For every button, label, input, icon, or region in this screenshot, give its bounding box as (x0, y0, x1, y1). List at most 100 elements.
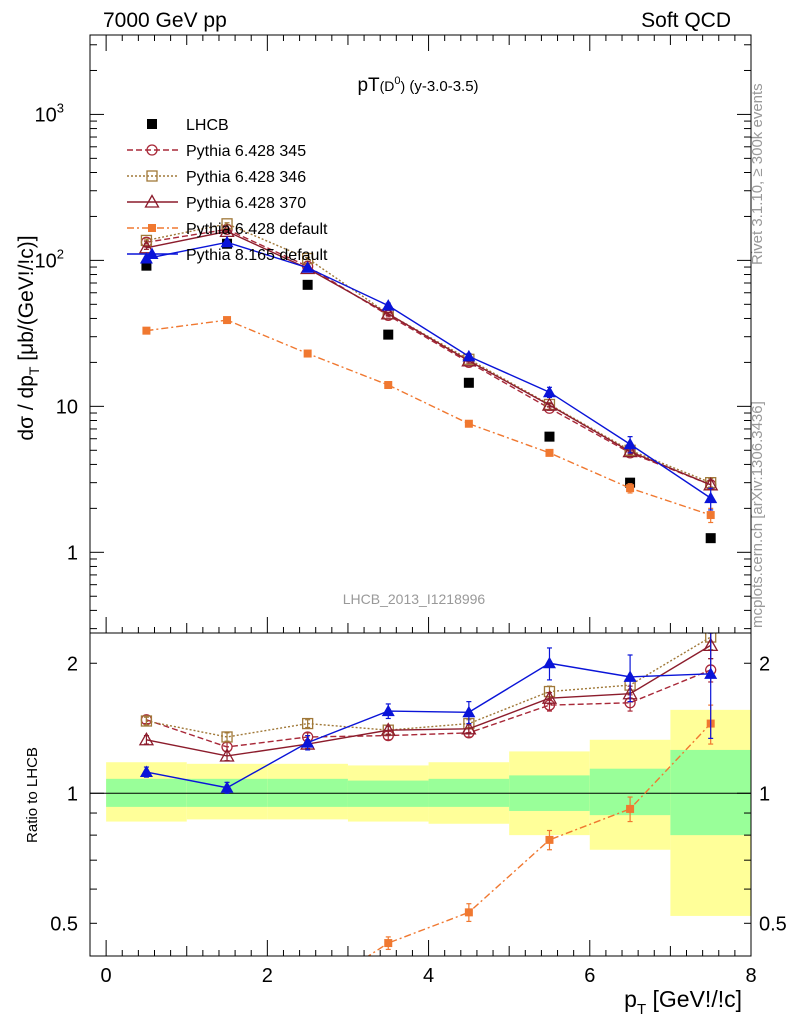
series-5-main-point-5 (542, 385, 556, 398)
series-2-ratio-line (146, 636, 712, 738)
main-tick-label: 102 (35, 246, 64, 272)
series-4-main-point-7 (706, 511, 715, 520)
main-y-label-part3: [μb/(GeV!/!c)] (15, 235, 38, 366)
legend-label-0: LHCB (186, 117, 229, 134)
plot-title-range: (y-3.0-3.5) (405, 78, 478, 95)
x-label-main: p (624, 986, 637, 1012)
series-4-ratio-point-5 (545, 835, 554, 844)
series-5-main-point-6 (623, 437, 637, 450)
series-4-main-point-6 (626, 484, 635, 493)
rivet-label: Rivet 3.1.10, ≥ 300k events (749, 83, 766, 265)
series-2-main-line (146, 223, 711, 484)
series-4-main-point-2 (303, 349, 312, 358)
series-3-ratio-point-4 (461, 721, 477, 735)
legend-label-4: Pythia 6.428 default (186, 221, 328, 238)
legend-label-2: Pythia 6.428 346 (186, 169, 306, 186)
series-2-ratio-point-2 (301, 717, 314, 730)
series-5-main-point-3 (381, 299, 395, 311)
x-tick-label: 8 (745, 965, 756, 987)
ratio-tick-label: 2 (67, 653, 78, 675)
ratio-tick-label-right: 2 (759, 653, 770, 675)
header-left: 7000 GeV pp (103, 9, 227, 32)
series-0-main-point-0 (141, 260, 152, 271)
series-2-ratio-point-0 (140, 715, 153, 727)
series-3-main-point-5 (541, 397, 558, 411)
ratio-tick-label-right: 0.5 (759, 913, 786, 935)
legend-marker-1 (146, 144, 158, 156)
series-1-ratio-line (146, 669, 711, 748)
main-plot (138, 218, 719, 544)
mcplots-label: mcplots.cern.ch [arXiv:1306.3436] (749, 401, 766, 628)
header-right: Soft QCD (641, 9, 731, 32)
series-4-main-line (146, 319, 711, 516)
series-0-main-point-3 (383, 329, 394, 340)
series-5-ratio-point-6 (623, 670, 637, 682)
main-tick-label-sup: 3 (57, 100, 64, 115)
main-y-label-sub: T (26, 366, 42, 375)
ratio-uncertainty-bands (90, 709, 751, 916)
legend-marker-5 (145, 247, 159, 259)
legend-marker-2 (146, 170, 158, 182)
series-2-main-point-1 (221, 218, 233, 230)
ratio-tick-label-right: 1 (759, 783, 770, 805)
ratio-plot (138, 633, 719, 1023)
ratio-tick-label: 1 (67, 783, 78, 805)
ratio-y-axis-label: Ratio to LHCB (24, 747, 41, 843)
analysis-id: LHCB_2013_I1218996 (343, 591, 486, 607)
series-4-main-point-3 (384, 381, 393, 390)
series-4-ratio-point-6 (626, 804, 635, 813)
main-tick-label-base: 10 (35, 104, 57, 126)
legend: LHCB Pythia 6.428 345 Pythia 6.428 346 Pyth… (127, 117, 328, 264)
series-3-ratio-point-1 (219, 748, 235, 762)
series-3-main-point-6 (622, 443, 638, 458)
series-4-ratio-point-1 (223, 1015, 231, 1023)
plot-title-close: ) (401, 78, 406, 94)
series-0-main-point-2 (302, 279, 313, 290)
series-0-main-point-4 (463, 377, 474, 388)
series-4-main-point-4 (464, 419, 473, 428)
main-tick-label: 103 (35, 100, 64, 126)
series-4-main-point-0 (142, 326, 151, 335)
x-label-sub: T (637, 1001, 646, 1018)
series-3-main-line (146, 230, 711, 486)
series-5-main-point-2 (301, 261, 315, 273)
series-4-main-point-5 (545, 448, 554, 457)
main-tick-label-base: 10 (35, 250, 57, 272)
plot-title-sup: 0 (394, 75, 400, 87)
main-tick-label: 10 (56, 396, 78, 418)
series-5-ratio-point-3 (381, 704, 395, 717)
series-5-ratio-line (146, 662, 711, 789)
series-5-ratio-point-1 (220, 781, 234, 793)
ratio-plot-frame (89, 632, 752, 957)
x-tick-label: 6 (584, 965, 595, 987)
main-tick-label: 1 (67, 542, 78, 564)
series-5-main-point-7 (704, 491, 718, 504)
series-4-ratio-point-2 (304, 992, 312, 1000)
series-4-ratio-point-4 (464, 908, 473, 917)
series-2-ratio-point-1 (221, 731, 233, 743)
series-4-ratio-line (367, 723, 712, 956)
legend-marker-0 (147, 119, 157, 129)
ratio-band-green (670, 749, 751, 836)
x-label-unit: [GeV!/!c] (646, 986, 742, 1012)
plot-title-main: pT (357, 75, 380, 96)
series-0-main-point-6 (625, 477, 636, 488)
series-0-main-point-7 (705, 533, 716, 544)
x-tick-label: 2 (262, 965, 273, 987)
series-5-ratio-point-7 (704, 667, 718, 679)
ratio-tick-label: 0.5 (50, 913, 78, 935)
main-y-axis-label: dσ / dpT [μb/(GeV!/!c)] (15, 235, 42, 440)
x-tick-label: 4 (423, 965, 434, 987)
plot-title: pT(D0) (y-3.0-3.5) (357, 75, 478, 96)
series-3-ratio-point-0 (138, 731, 155, 746)
x-axis-label: pT [GeV!/!c] (624, 986, 742, 1018)
series-3-ratio-point-3 (380, 722, 396, 736)
series-5-ratio-point-2 (301, 736, 315, 748)
series-2-main-point-0 (140, 234, 153, 247)
legend-marker-4 (148, 224, 156, 232)
plot-title-open: (D (380, 78, 395, 94)
series-4-ratio-point-0 (142, 981, 150, 989)
series-3-ratio-point-5 (541, 690, 558, 704)
